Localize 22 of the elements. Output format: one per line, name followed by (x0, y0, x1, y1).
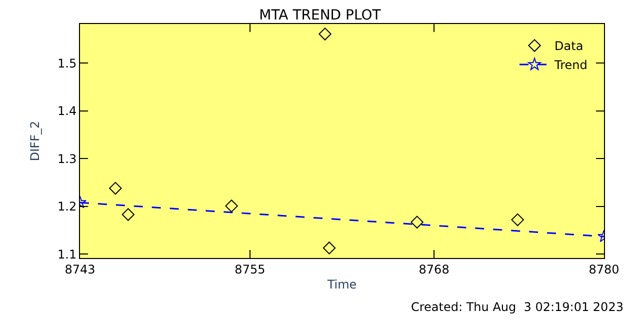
chart-title: MTA TREND PLOT (259, 7, 382, 24)
y-tick-label: 1.5 (58, 56, 77, 70)
y-axis-title: DIFF_2 (28, 120, 42, 162)
point (511, 213, 524, 226)
x-tick-label: 8755 (234, 262, 266, 276)
y-tick-label: 1.4 (58, 104, 77, 118)
point (322, 242, 336, 254)
text: Created: Thu Aug 3 02:19:01 2023 (411, 300, 624, 314)
legend-label: Trend (554, 58, 588, 72)
y-tick-label: 1.1 (58, 247, 77, 262)
point (410, 216, 424, 229)
x-tick-label: 8780 (588, 262, 620, 276)
point (109, 182, 122, 195)
x-tick-label: 8768 (418, 262, 450, 276)
y-tick-label: 1.2 (58, 200, 77, 214)
legend-label: Data (554, 39, 584, 54)
x-tick-label: 8743 (64, 262, 96, 276)
x-axis-title: Time (326, 277, 357, 292)
point (225, 200, 238, 212)
y-tick-label: 1.3 (58, 152, 77, 166)
point (318, 28, 332, 40)
point (122, 208, 134, 221)
